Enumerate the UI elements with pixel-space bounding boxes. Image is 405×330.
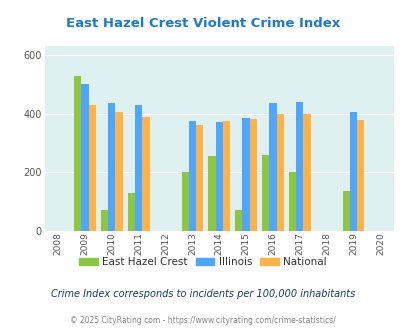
Bar [101, 211, 108, 231]
Bar [135, 105, 142, 231]
Bar [262, 155, 269, 231]
Bar [222, 121, 230, 231]
Text: East Hazel Crest Violent Crime Index: East Hazel Crest Violent Crime Index [66, 16, 339, 30]
Bar [215, 122, 222, 231]
Bar [181, 172, 188, 231]
Text: Crime Index corresponds to incidents per 100,000 inhabitants: Crime Index corresponds to incidents per… [51, 289, 354, 299]
Bar [74, 76, 81, 231]
Bar [208, 156, 215, 231]
Bar [115, 112, 122, 231]
Bar [196, 124, 203, 231]
Bar [356, 119, 364, 231]
Bar [128, 193, 135, 231]
Bar [276, 114, 283, 231]
Bar [234, 211, 242, 231]
Bar [296, 102, 303, 231]
Bar [249, 119, 256, 231]
Bar [269, 103, 276, 231]
Bar [342, 191, 349, 231]
Bar [349, 112, 356, 231]
Bar [81, 84, 88, 231]
Bar [108, 103, 115, 231]
Bar [303, 114, 310, 231]
Bar [188, 121, 196, 231]
Legend: East Hazel Crest, Illinois, National: East Hazel Crest, Illinois, National [75, 253, 330, 271]
Bar [242, 118, 249, 231]
Bar [142, 116, 149, 231]
Text: © 2025 CityRating.com - https://www.cityrating.com/crime-statistics/: © 2025 CityRating.com - https://www.city… [70, 315, 335, 325]
Bar [288, 172, 296, 231]
Bar [88, 105, 96, 231]
